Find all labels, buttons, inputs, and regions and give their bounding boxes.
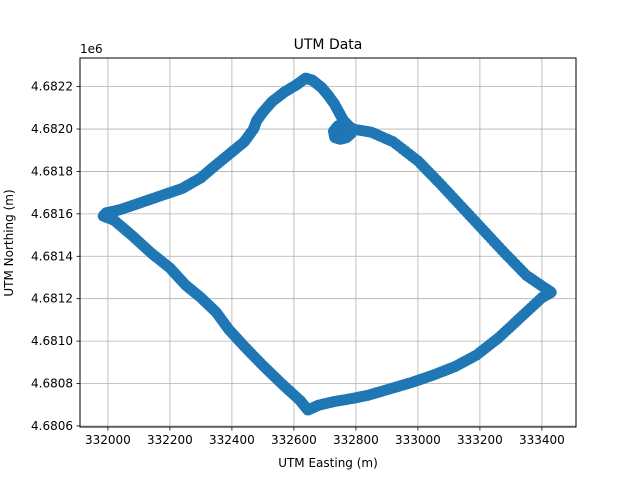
data-point — [347, 123, 359, 135]
x-tick-label: 332600 — [271, 433, 317, 447]
y-tick-label: 4.6806 — [31, 419, 73, 433]
x-axis-ticks: 332000 332200 332400 332600 332800 333000 3332… — [85, 427, 565, 447]
x-tick-label: 332400 — [209, 433, 255, 447]
data-points — [97, 72, 557, 416]
y-axis-label: UTM Northing (m) — [2, 189, 16, 296]
y-tick-label: 4.6816 — [31, 207, 73, 221]
x-tick-label: 333200 — [457, 433, 503, 447]
y-tick-label: 4.6814 — [31, 249, 73, 263]
x-axis-label: UTM Easting (m) — [278, 456, 378, 470]
x-tick-label: 333400 — [519, 433, 565, 447]
chart-title: UTM Data — [294, 37, 363, 53]
y-tick-label: 4.6820 — [31, 122, 73, 136]
y-tick-label: 4.6818 — [31, 164, 73, 178]
y-tick-label: 4.6808 — [31, 377, 73, 391]
y-offset-label: 1e6 — [80, 42, 103, 56]
x-tick-label: 332000 — [85, 433, 131, 447]
x-tick-label: 332200 — [147, 433, 193, 447]
x-tick-label: 333000 — [395, 433, 441, 447]
x-tick-label: 332800 — [333, 433, 379, 447]
y-tick-label: 4.6812 — [31, 292, 73, 306]
y-tick-label: 4.6810 — [31, 334, 73, 348]
y-tick-label: 4.6822 — [31, 80, 73, 94]
y-axis-ticks: 4.6806 4.6808 4.6810 4.6812 4.6814 4.6816 4.68… — [31, 80, 80, 433]
plot-frame — [79, 57, 577, 428]
